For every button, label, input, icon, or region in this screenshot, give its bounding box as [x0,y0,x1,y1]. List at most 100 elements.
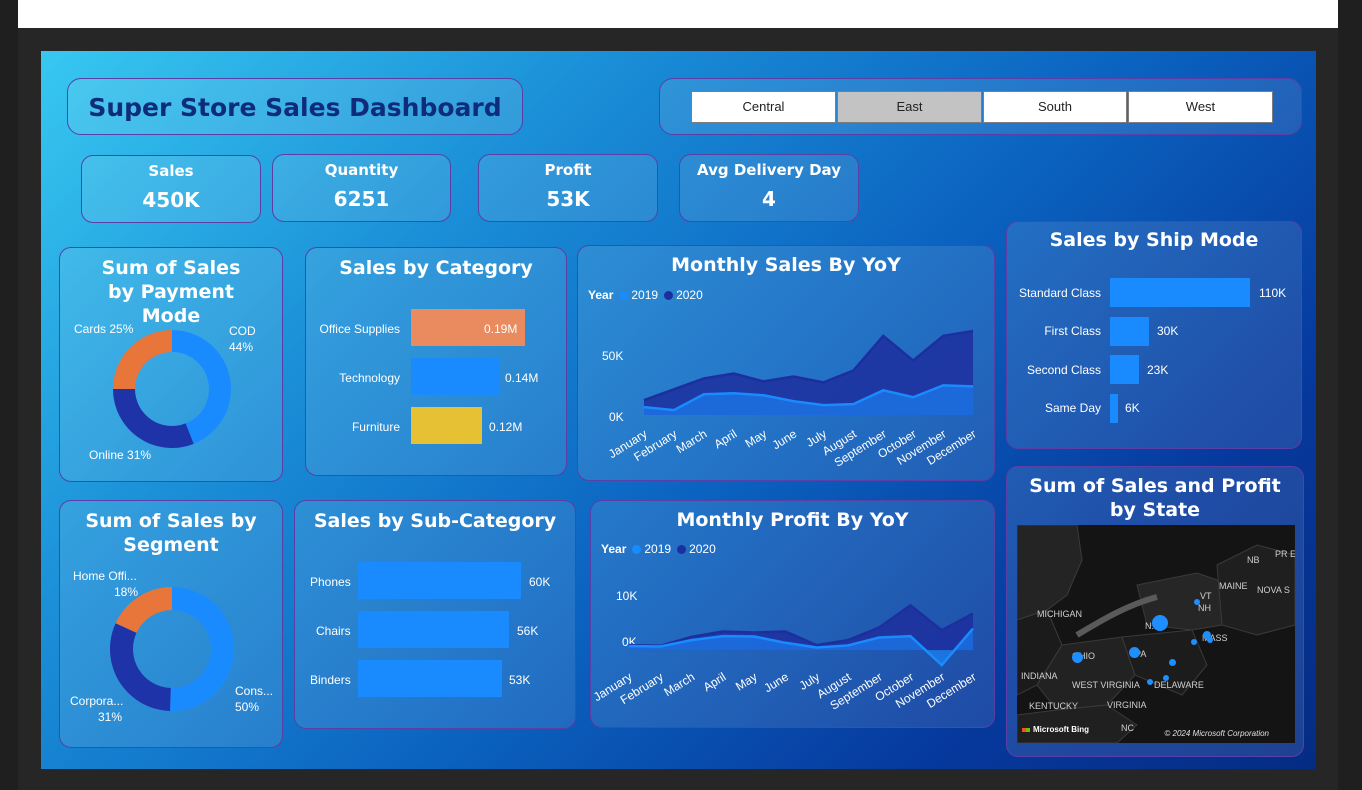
map-place-label: DELAWARE [1154,680,1204,690]
kpi-card-sales: Sales 450K [81,155,261,223]
ship-mode-bar-second[interactable] [1110,355,1139,384]
kpi-card-profit: Profit 53K [478,154,658,222]
map-bubble-new-jersey[interactable] [1169,659,1176,666]
kpi-value: 4 [762,187,776,211]
series-line-2019[interactable] [643,384,974,412]
subcategory-card: Sales by Sub-Category Phones 60K Chairs … [294,500,576,729]
bar-label: Binders [310,673,351,687]
chart-legend: Year 2019 2020 [588,288,703,302]
region-slicer: Central East South West [659,78,1302,135]
series-line-2020[interactable] [643,329,974,402]
segment-card: Sum of Sales by Segment Home Offi... 18%… [59,500,283,748]
map-place-label: INDIANA [1021,671,1058,681]
monthly-profit-card: Monthly Profit By YoY Year 2019 2020 10K 0… [590,500,995,728]
map-bubble-delaware[interactable] [1163,675,1169,681]
donut-label-corporate: Corpora... [70,694,124,708]
chart-title: Sum of Sales and Profit by State [1029,475,1281,521]
donut-slice-corporate[interactable] [110,623,171,711]
bing-logo-text: Microsoft Bing [1033,725,1089,734]
donut-slice-consumer[interactable] [170,587,235,711]
top-bar [18,0,1338,28]
kpi-value: 53K [546,187,590,211]
kpi-label: Profit [544,161,592,179]
category-bar-office-supplies[interactable] [411,309,525,346]
region-button-west[interactable]: West [1128,91,1273,123]
chart-title: Sales by Category [339,257,533,279]
map-bubble-rhode-island[interactable] [1207,637,1213,643]
bing-logo: Microsoft Bing [1022,725,1089,734]
map-place-label: MAINE [1219,581,1248,591]
map-bubble-new-hampshire[interactable] [1194,599,1200,605]
ship-mode-bar-standard[interactable] [1110,278,1250,307]
map-background [1017,525,1295,743]
x-tick-label: June [761,670,791,696]
kpi-value: 6251 [333,187,390,211]
ship-mode-card: Sales by Ship Mode Standard Class 110K F… [1006,221,1302,449]
series-line-2020[interactable] [628,603,974,648]
kpi-value: 450K [142,188,200,212]
bar-value: 6K [1125,401,1140,415]
region-button-east[interactable]: East [837,91,982,123]
state-map[interactable]: MICHIGAN INDIANA KENTUCKY WEST VIRGINIA … [1017,525,1295,743]
map-bubble-massachusetts[interactable] [1203,631,1211,639]
donut-label-consumer-pct: 50% [235,700,260,714]
legend-item-2020[interactable]: 2020 [676,288,703,302]
bar-label: Office Supplies [319,322,401,336]
chart-title: Sum of Sales by Payment Mode [101,257,241,327]
chart-title: Monthly Sales By YoY [671,254,901,276]
donut-slice-home-office[interactable] [115,587,172,633]
legend-item-2020[interactable]: 2020 [689,542,716,556]
bar-value: 0.14M [505,371,539,385]
monthly-sales-card: Monthly Sales By YoY Year 2019 2020 50K 0K… [577,245,995,481]
bar-label: Chairs [316,624,351,638]
legend-title: Year [601,542,627,556]
map-place-label: KENTUCKY [1029,701,1079,711]
map-place-label: VIRGINIA [1107,700,1147,710]
donut-label-home-office-pct: 18% [114,585,139,599]
region-button-central[interactable]: Central [691,91,836,123]
bar-value: 0.19M [484,322,518,336]
map-place-label: PA [1135,649,1147,659]
region-button-south[interactable]: South [983,91,1127,123]
category-bar-furniture[interactable] [411,407,482,444]
category-card: Sales by Category Office Supplies 0.19M … [305,247,567,476]
map-place-label: PR ED [1275,549,1295,559]
kpi-label: Avg Delivery Day [697,161,841,179]
kpi-label: Sales [148,162,194,180]
map-place-label: MASS [1202,633,1228,643]
map-bubble-maryland[interactable] [1147,679,1153,685]
x-tick-label: May [733,670,760,694]
donut-label-online: Online 31% [89,448,152,462]
chart-legend: Year 2019 2020 [601,542,716,556]
subcategory-bar-phones[interactable] [358,562,521,599]
kpi-label: Quantity [324,161,399,179]
map-bubble-ohio[interactable] [1072,652,1083,663]
ship-mode-bar-first[interactable] [1110,317,1149,346]
donut-slice-cod[interactable] [172,330,232,444]
x-tick-label: June [770,427,800,453]
subcategory-bar-chairs[interactable] [358,611,509,648]
category-bar-technology[interactable] [411,358,500,395]
x-tick-label: April [701,670,729,695]
map-bubble-new-york[interactable] [1152,615,1168,631]
subcategory-bar-binders[interactable] [358,660,502,697]
donut-slice-cards[interactable] [113,330,172,389]
map-bubble-connecticut[interactable] [1191,639,1197,645]
bar-label: Furniture [351,420,400,434]
x-tick-label: March [674,427,710,457]
chart-title: Sales by Sub-Category [313,510,557,532]
legend-item-2019[interactable]: 2019 [644,542,672,556]
chart-title: Sales by Ship Mode [1049,229,1259,251]
legend-item-2019[interactable]: 2019 [631,288,659,302]
map-place-label: VT [1200,591,1212,601]
bar-label: Second Class [1026,363,1101,377]
map-bubble-pennsylvania[interactable] [1129,647,1140,658]
donut-label-corporate-pct: 31% [98,710,123,724]
segment-donut [110,587,235,711]
map-place-label: OHIO [1072,651,1096,661]
ship-mode-bar-same-day[interactable] [1110,394,1118,423]
map-place-label: NOVA S [1257,585,1290,595]
series-line-2019[interactable] [628,627,974,667]
donut-slice-online[interactable] [113,389,194,448]
title-card: Super Store Sales Dashboard [67,78,523,135]
